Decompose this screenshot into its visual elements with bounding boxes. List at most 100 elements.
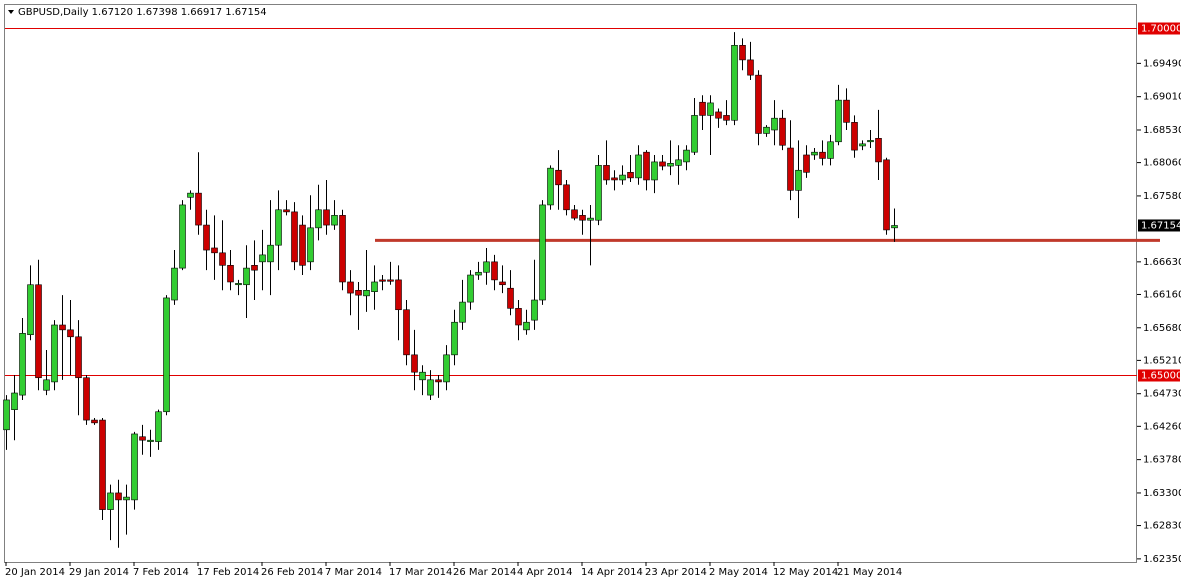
x-tick-label: 4 Apr 2014 <box>517 567 572 578</box>
candle-body <box>427 379 434 396</box>
candle-body <box>59 324 66 331</box>
candle-body <box>131 433 138 501</box>
candle-body <box>11 392 18 410</box>
candle-body <box>603 165 610 181</box>
x-tick-label: 7 Feb 2014 <box>133 567 189 578</box>
candle-body <box>763 126 770 134</box>
candle-body <box>739 45 746 61</box>
candle-body <box>147 439 154 442</box>
candle-body <box>155 411 162 442</box>
plot-frame <box>4 4 1137 563</box>
candle-body <box>219 252 226 266</box>
candle-body <box>203 224 210 251</box>
candle-body <box>251 265 258 271</box>
candle-body <box>467 274 474 303</box>
candle-body <box>587 217 594 221</box>
menu-arrow[interactable] <box>8 10 14 14</box>
candle-body <box>91 419 98 424</box>
candle-body <box>875 138 882 163</box>
candle-body <box>115 492 122 501</box>
candle-body <box>451 321 458 356</box>
candle-body <box>51 324 58 383</box>
candle-body <box>435 379 442 383</box>
candle-body <box>323 209 330 226</box>
candle-body <box>891 225 898 229</box>
y-tick-label: 1.69010 <box>1143 92 1181 103</box>
candle-body <box>315 209 322 229</box>
candle-body <box>659 161 666 167</box>
y-tick-label: 1.62350 <box>1143 554 1181 565</box>
candle-body <box>99 419 106 510</box>
candle-body <box>19 333 26 396</box>
x-tick-label: 17 Feb 2014 <box>197 567 259 578</box>
candle-body <box>387 279 394 282</box>
candle-body <box>291 211 298 263</box>
candle-body <box>611 177 618 181</box>
candle-body <box>443 354 450 383</box>
candle-body <box>243 267 250 286</box>
candle-body <box>283 209 290 213</box>
candle-body <box>595 165 602 221</box>
candle-body <box>635 154 642 179</box>
candle-body <box>67 329 74 338</box>
candle-body <box>747 59 754 76</box>
candle-body <box>683 149 690 163</box>
candle-body <box>3 399 10 431</box>
price-label-box <box>1138 219 1180 232</box>
candle-body <box>651 161 658 181</box>
candle-body <box>475 271 482 276</box>
candle-body <box>107 492 114 510</box>
candle-body <box>139 436 146 441</box>
candle-body <box>843 99 850 123</box>
candle-body <box>235 283 242 286</box>
y-tick-label: 1.65210 <box>1143 355 1181 366</box>
x-tick-label: 7 Mar 2014 <box>325 567 382 578</box>
y-tick-label: 1.68060 <box>1143 158 1181 169</box>
candle-body <box>507 287 514 309</box>
candle-body <box>363 289 370 297</box>
candle-body <box>851 122 858 151</box>
candle-body <box>643 151 650 181</box>
candle-body <box>811 151 818 156</box>
x-tick-label: 26 Feb 2014 <box>261 567 323 578</box>
candle-body <box>859 143 866 147</box>
candle-body <box>867 140 874 143</box>
y-tick-label: 1.68530 <box>1143 125 1181 136</box>
y-tick-label: 1.62830 <box>1143 521 1181 532</box>
candle-body <box>259 254 266 263</box>
candle-body <box>563 184 570 211</box>
candle-body <box>459 301 466 323</box>
candle-body <box>883 159 890 231</box>
x-tick-label: 17 Mar 2014 <box>389 567 452 578</box>
candle-body <box>347 281 354 294</box>
candle-body <box>403 309 410 356</box>
y-tick-label: 1.66160 <box>1143 289 1181 300</box>
candle-body <box>579 215 586 221</box>
candle-body <box>531 299 538 321</box>
candle-body <box>555 169 562 186</box>
candle-body <box>723 115 730 121</box>
candle-body <box>787 147 794 191</box>
candle-body <box>123 496 130 501</box>
candle-body <box>835 99 842 143</box>
chart-title: GBPUSD,Daily 1.67120 1.67398 1.66917 1.6… <box>18 7 267 18</box>
y-tick-label: 1.66630 <box>1143 257 1181 268</box>
candle-body <box>419 371 426 381</box>
candle-body <box>307 227 314 263</box>
candle-body <box>675 159 682 166</box>
y-tick-label: 1.67580 <box>1143 191 1181 202</box>
candle-body <box>195 192 202 226</box>
y-tick-label: 1.64260 <box>1143 421 1181 432</box>
candle-body <box>395 279 402 311</box>
candle-body <box>515 308 522 326</box>
candle-body <box>779 117 786 146</box>
candle-body <box>27 284 34 336</box>
candle-body <box>499 281 506 286</box>
candle-body <box>35 284 42 379</box>
candle-body <box>483 261 490 273</box>
y-tick-label: 1.69490 <box>1143 58 1181 69</box>
candle-body <box>339 215 346 283</box>
candle-body <box>699 101 706 116</box>
candle-body <box>379 279 386 282</box>
